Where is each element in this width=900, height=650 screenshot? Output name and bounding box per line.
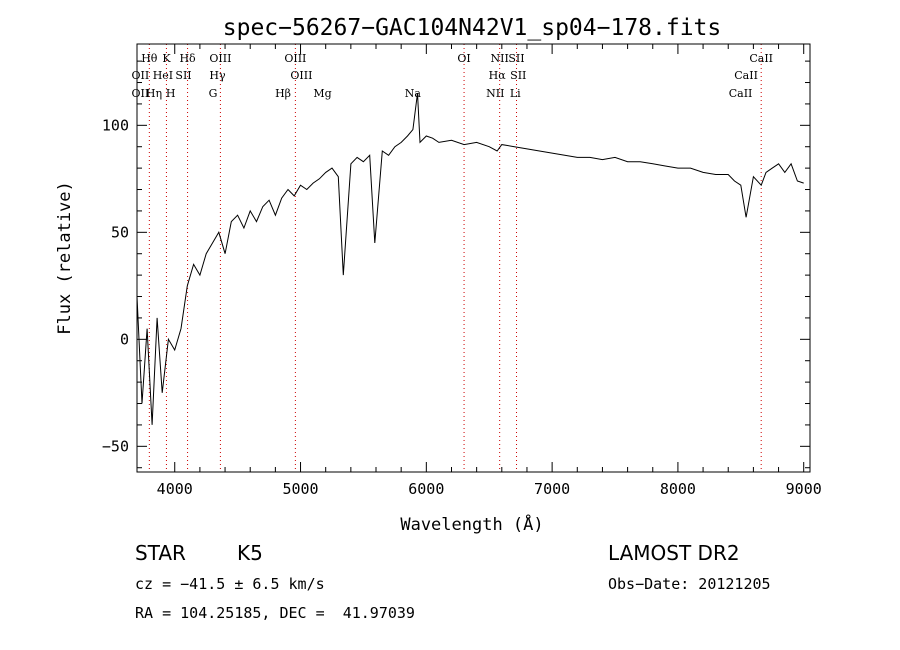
line-label: OIII bbox=[284, 52, 306, 65]
line-label: OIII bbox=[209, 52, 231, 65]
spectrum-line bbox=[136, 93, 804, 425]
y-tick-label: 100 bbox=[102, 116, 129, 134]
line-label: He bbox=[153, 69, 169, 82]
line-label: OII bbox=[132, 87, 150, 100]
line-label: Li bbox=[510, 87, 521, 100]
redshift-value: cz = −41.5 ± 6.5 km/s bbox=[135, 575, 325, 593]
line-label: OIII bbox=[290, 69, 312, 82]
y-axis-label: Flux (relative) bbox=[55, 181, 75, 335]
line-label: G bbox=[209, 87, 218, 100]
observation-date: Obs−Date: 20121205 bbox=[608, 575, 771, 593]
x-tick-label: 6000 bbox=[408, 480, 444, 498]
y-tick-label: −50 bbox=[102, 437, 129, 455]
line-label: SII bbox=[175, 69, 191, 82]
line-label: NII bbox=[486, 87, 504, 100]
line-label: K bbox=[162, 52, 171, 65]
line-label: SII bbox=[508, 52, 524, 65]
object-subclass: K5 bbox=[237, 541, 263, 565]
line-label: H bbox=[166, 87, 176, 100]
y-tick-label: 0 bbox=[120, 330, 129, 348]
line-label: CaII bbox=[734, 69, 758, 82]
line-label: NII bbox=[491, 52, 509, 65]
x-tick-label: 8000 bbox=[660, 480, 696, 498]
x-tick-label: 4000 bbox=[157, 480, 193, 498]
line-label: Mg bbox=[313, 87, 331, 100]
line-label: I bbox=[169, 69, 173, 82]
survey-name: LAMOST DR2 bbox=[608, 541, 740, 565]
line-label: Hγ bbox=[209, 69, 226, 82]
y-tick-label: 50 bbox=[111, 223, 129, 241]
line-label: Hα bbox=[489, 69, 507, 82]
x-tick-label: 9000 bbox=[786, 480, 822, 498]
line-label: Hθ bbox=[141, 52, 158, 65]
x-tick-label: 5000 bbox=[282, 480, 318, 498]
chart-title: spec−56267−GAC104N42V1_sp04−178.fits bbox=[223, 15, 722, 41]
x-tick-label: 7000 bbox=[534, 480, 570, 498]
x-axis: 4000 5000 6000 7000 8000 9000 bbox=[157, 44, 822, 498]
line-label: CaII bbox=[749, 52, 773, 65]
plot-frame bbox=[136, 43, 811, 473]
line-label: Hδ bbox=[179, 52, 196, 65]
y-axis: −50 0 50 100 bbox=[102, 60, 810, 469]
line-label: Na bbox=[405, 87, 422, 100]
line-label: OII bbox=[132, 69, 150, 82]
line-label: Hη bbox=[146, 87, 162, 100]
coordinates: RA = 104.25185, DEC = 41.97039 bbox=[135, 604, 415, 622]
line-label: CaII bbox=[729, 87, 753, 100]
line-label: SII bbox=[510, 69, 526, 82]
x-axis-label: Wavelength (Å) bbox=[400, 513, 543, 535]
spectral-line-markers bbox=[148, 44, 762, 472]
object-class: STAR bbox=[135, 541, 186, 565]
line-label: OI bbox=[457, 52, 470, 65]
line-label: Hβ bbox=[275, 87, 291, 100]
